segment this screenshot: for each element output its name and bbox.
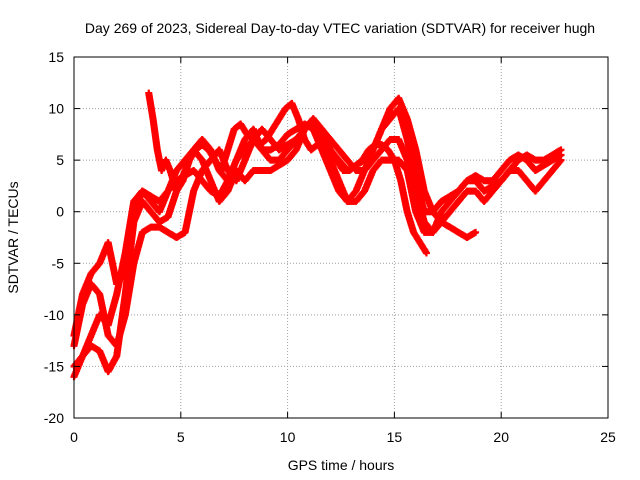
- data-point: [422, 249, 430, 257]
- x-tick-label: 5: [177, 429, 185, 445]
- plot-frame: [73, 56, 609, 419]
- axis-ticks: 0 5 10 15 20 25 -20 -15 -10 -5 0 5 10 15: [44, 49, 616, 445]
- y-tick-label: 0: [56, 204, 64, 220]
- series-track-1: [70, 115, 565, 381]
- x-tick-label: 25: [600, 429, 616, 445]
- data-point: [472, 228, 480, 236]
- series-track-3: [70, 115, 565, 376]
- y-tick-label: 5: [56, 152, 64, 168]
- x-tick-label: 20: [493, 429, 509, 445]
- x-tick-label: 0: [70, 429, 78, 445]
- y-tick-label: -20: [44, 410, 64, 426]
- series-track-4: [70, 105, 565, 339]
- x-tick-label: 10: [280, 429, 296, 445]
- chart-title: Day 269 of 2023, Sidereal Day-to-day VTE…: [85, 20, 595, 36]
- y-tick-label: 15: [48, 49, 64, 65]
- y-tick-label: -15: [44, 358, 64, 374]
- series-track-5: [145, 89, 430, 257]
- data-points: [70, 89, 565, 381]
- y-tick-label: 10: [48, 101, 64, 117]
- y-tick-label: -10: [44, 307, 64, 323]
- data-point: [557, 146, 565, 154]
- x-tick-label: 15: [387, 429, 403, 445]
- y-tick-label: -5: [52, 255, 65, 271]
- y-axis-label: SDTVAR / TECUs: [5, 181, 21, 293]
- x-axis-label: GPS time / hours: [288, 457, 395, 473]
